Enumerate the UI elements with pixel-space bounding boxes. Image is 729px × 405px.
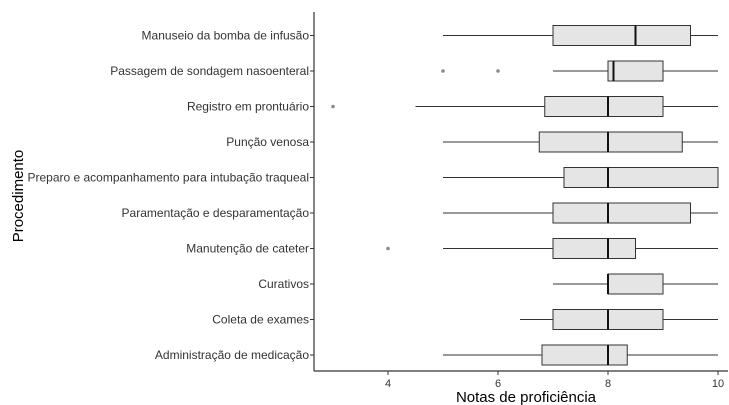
plot-area: Manuseio da bomba de infusão Passagem de … [27,25,719,366]
box [544,96,664,117]
box [552,202,691,224]
y-axis-title: Procedimento [10,150,27,243]
category-label: Punção venosa [226,135,309,149]
category-label: Preparo e acompanhamento para intubação … [27,171,309,185]
box [538,131,683,153]
box-row: Passagem de sondagem nasoenteral [110,60,718,82]
box-row: Curativos [258,273,718,295]
x-tick-label: 10 [712,378,724,390]
x-axis-title: Notas de proficiência [456,389,597,405]
box [541,344,628,366]
box-row: Preparo e acompanhamento para intubação … [27,167,719,188]
outlier-point [331,104,335,109]
x-tick-label: 6 [495,378,501,390]
category-label: Registro em prontuário [187,100,309,114]
box [552,238,636,259]
box-row: Administração de medicação [155,344,718,366]
box-row: Punção venosa [226,131,718,153]
category-label: Curativos [258,277,309,291]
category-label: Manuseio da bomba de infusão [142,29,310,43]
box [607,60,664,82]
category-label: Coleta de exames [212,313,309,327]
box-row: Coleta de exames [212,309,718,330]
outlier-point [496,69,500,73]
box-row: Registro em prontuário [187,96,718,117]
box-row: Paramentação e desparamentação [122,202,718,224]
box [563,167,719,188]
outlier-point [386,246,390,251]
category-label: Manutenção de cateter [186,242,309,256]
category-label: Administração de medicação [155,348,309,362]
box-row: Manutenção de cateter [186,238,718,259]
x-axis-ticks: 4 6 8 10 [385,371,724,390]
x-tick-label: 8 [605,378,611,390]
outlier-point [441,69,445,73]
x-tick-label: 4 [385,378,391,390]
box [607,273,664,295]
category-label: Paramentação e desparamentação [122,206,310,220]
box-row: Manuseio da bomba de infusão [142,25,718,46]
box [552,25,691,46]
category-label: Passagem de sondagem nasoenteral [110,64,309,78]
